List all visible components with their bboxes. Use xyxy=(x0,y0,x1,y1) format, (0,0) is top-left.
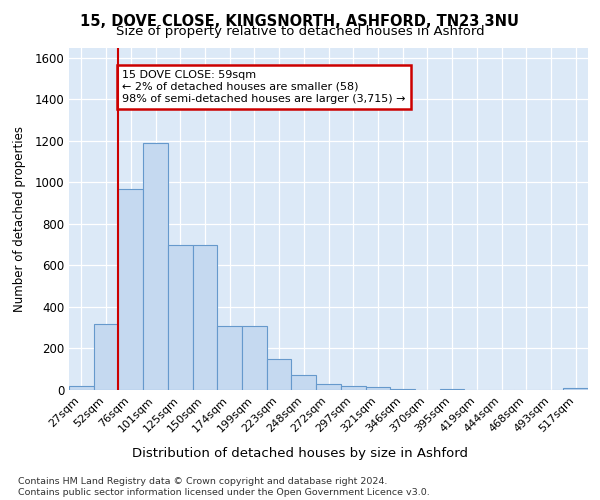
Text: Contains HM Land Registry data © Crown copyright and database right 2024.
Contai: Contains HM Land Registry data © Crown c… xyxy=(18,478,430,497)
Bar xyxy=(563,388,588,390)
Text: Size of property relative to detached houses in Ashford: Size of property relative to detached ho… xyxy=(116,25,484,38)
Bar xyxy=(365,387,390,390)
Bar xyxy=(440,389,464,390)
Y-axis label: Number of detached properties: Number of detached properties xyxy=(13,126,26,312)
Bar xyxy=(341,386,365,390)
Bar xyxy=(118,188,143,390)
Bar xyxy=(267,359,292,390)
Bar xyxy=(143,143,168,390)
Bar xyxy=(94,324,118,390)
Bar xyxy=(316,384,341,390)
Text: 15, DOVE CLOSE, KINGSNORTH, ASHFORD, TN23 3NU: 15, DOVE CLOSE, KINGSNORTH, ASHFORD, TN2… xyxy=(80,14,520,29)
Bar xyxy=(217,326,242,390)
Bar xyxy=(168,244,193,390)
Bar xyxy=(292,376,316,390)
Bar xyxy=(242,326,267,390)
Bar xyxy=(193,244,217,390)
Text: Distribution of detached houses by size in Ashford: Distribution of detached houses by size … xyxy=(132,448,468,460)
Bar xyxy=(69,386,94,390)
Bar xyxy=(390,389,415,390)
Text: 15 DOVE CLOSE: 59sqm
← 2% of detached houses are smaller (58)
98% of semi-detach: 15 DOVE CLOSE: 59sqm ← 2% of detached ho… xyxy=(122,70,406,104)
